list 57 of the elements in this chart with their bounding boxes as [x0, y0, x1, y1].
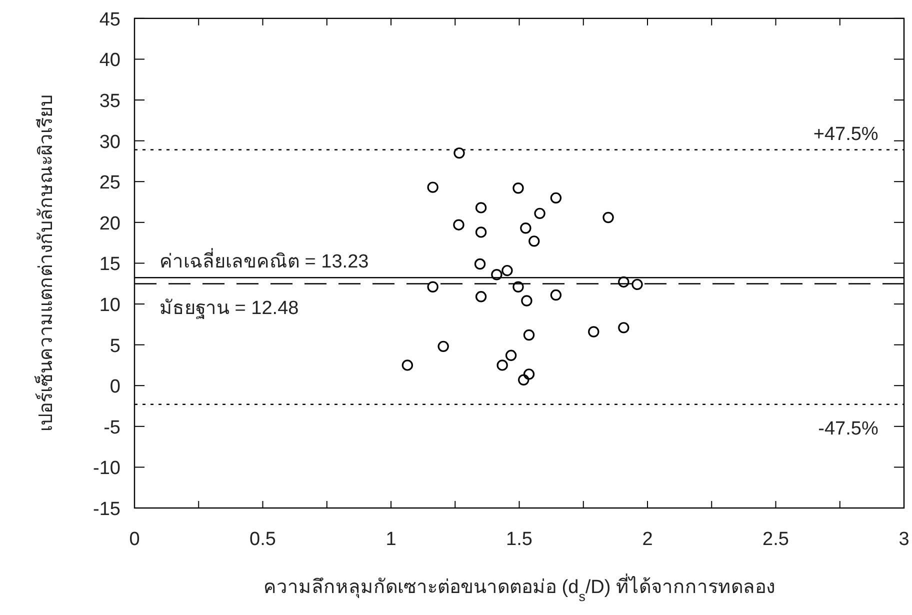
point: [474, 258, 486, 270]
y-tick-label: 5: [110, 336, 120, 357]
point: [496, 360, 508, 371]
y-tick-label: -5: [104, 417, 120, 438]
point: [602, 212, 614, 224]
point: [521, 295, 532, 306]
y-tick-label: -15: [93, 499, 120, 520]
y-tick-label: 40: [99, 50, 120, 72]
point: [505, 350, 517, 362]
ref-line: มัธยฐาน = 12.48: [134, 283, 904, 319]
point: [523, 329, 535, 341]
x-tick-label: 0.5: [250, 529, 276, 550]
point: [453, 219, 464, 230]
point: [618, 322, 630, 334]
x-tick-label: 3: [898, 529, 910, 550]
x-tick-label: 2.5: [762, 529, 789, 550]
y-tick-label: -10: [93, 458, 120, 480]
point: [427, 281, 438, 292]
x-tick-label: 0: [129, 529, 140, 550]
point: [518, 374, 530, 386]
y-tick-label: 20: [99, 213, 120, 234]
y-tick-label: 0: [110, 376, 120, 398]
point: [502, 264, 513, 276]
point: [550, 289, 562, 301]
point: [454, 147, 465, 159]
point: [475, 202, 487, 214]
ref-line-label: มัธยฐาน = 12.48: [160, 298, 299, 319]
point: [402, 360, 414, 371]
point: [534, 208, 546, 220]
y-tick-label: 10: [99, 295, 120, 316]
point: [491, 269, 502, 280]
point: [550, 192, 562, 204]
point: [520, 222, 532, 234]
point: [475, 226, 487, 238]
y-tick-label: 15: [99, 254, 120, 276]
y-axis-title: เปอร์เซ็นความแตกต่างกับลักษณะผิวเรียบ: [33, 94, 57, 432]
point: [512, 281, 524, 292]
point: [475, 291, 487, 302]
point: [632, 278, 643, 290]
point: [588, 326, 600, 338]
point: [427, 182, 438, 193]
ref-line-label: ค่าเฉลี่ยเลขคณิต = 13.23: [160, 248, 369, 273]
y-tick-label: 25: [99, 172, 120, 194]
annotation: +47.5%: [813, 124, 878, 145]
point: [512, 182, 524, 194]
x-tick-label: 1: [386, 529, 396, 550]
point: [438, 340, 449, 352]
point: [523, 368, 535, 380]
x-axis-title: ความลึกหลุมกัดเซาะต่อขนาดตอม่อ (d$_{s}$/D) ที่ได้จากการทดลอง: [264, 573, 775, 604]
x-tick-label: 2: [642, 529, 653, 550]
x-tick-label: 1.5: [506, 529, 532, 550]
y-tick-label: 45: [99, 9, 120, 30]
y-tick-label: 35: [99, 91, 120, 112]
point: [618, 276, 630, 288]
point: [528, 236, 540, 247]
y-tick-label: 30: [99, 132, 120, 153]
annotation: -47.5%: [818, 418, 878, 440]
